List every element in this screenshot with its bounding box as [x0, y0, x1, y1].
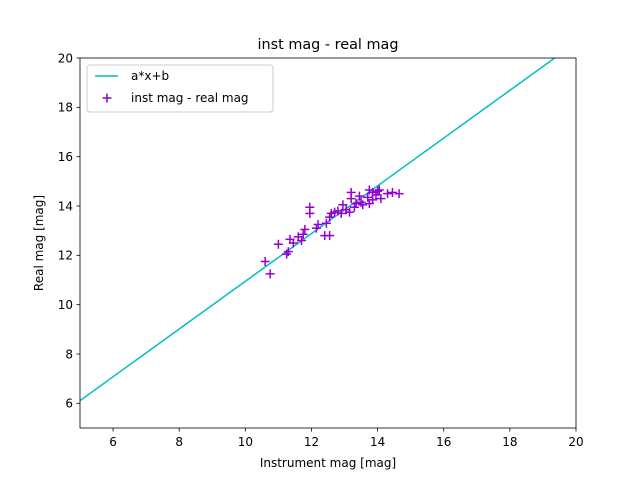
x-axis-label: Instrument mag [mag] — [260, 456, 396, 470]
data-point — [373, 186, 383, 196]
y-tick-label: 16 — [58, 150, 73, 164]
x-tick-label: 6 — [109, 435, 117, 449]
data-point — [368, 195, 378, 205]
data-point — [305, 208, 315, 218]
data-point — [387, 187, 397, 197]
x-tick-label: 18 — [502, 435, 517, 449]
y-tick-label: 14 — [58, 199, 73, 213]
data-point — [298, 229, 308, 239]
y-tick-label: 12 — [58, 249, 73, 263]
data-point — [313, 220, 323, 229]
x-tick-label: 14 — [370, 435, 385, 449]
data-point — [376, 194, 386, 204]
data-point — [260, 257, 270, 266]
data-point — [354, 191, 364, 201]
x-tick-label: 8 — [175, 435, 183, 449]
data-point — [297, 236, 307, 246]
legend-plus-marker — [102, 93, 112, 103]
y-tick-label: 20 — [58, 51, 73, 65]
data-point — [325, 231, 335, 241]
data-point — [288, 238, 298, 248]
fit-line — [80, 58, 556, 402]
x-tick-label: 12 — [304, 435, 319, 449]
x-tick-label: 16 — [436, 435, 451, 449]
legend: a*x+b inst mag - real mag — [86, 64, 274, 113]
data-point — [336, 208, 346, 218]
y-tick-label: 6 — [65, 397, 73, 411]
y-axis-label: Real mag [mag] — [32, 195, 46, 291]
data-point — [358, 200, 368, 210]
data-point — [265, 269, 275, 279]
legend-series-label: inst mag - real mag — [131, 91, 249, 105]
y-tick-label: 8 — [65, 347, 73, 361]
x-tick-label: 20 — [568, 435, 583, 449]
y-axis-ticks: 6 8 10 12 14 16 18 20 — [58, 51, 80, 411]
legend-marker-swatch — [102, 93, 112, 103]
data-point — [383, 189, 393, 199]
data-point — [273, 239, 283, 249]
data-point — [344, 207, 354, 217]
chart-title: inst mag - real mag — [258, 37, 399, 53]
x-tick-label: 10 — [238, 435, 253, 449]
y-tick-label: 18 — [58, 101, 73, 115]
legend-box — [86, 64, 274, 113]
plot-area: 6 8 10 12 14 16 18 20 6 8 10 12 14 16 18 20 — [58, 51, 584, 449]
data-point — [394, 189, 404, 199]
plot-frame — [79, 57, 577, 429]
x-axis-ticks: 6 8 10 12 14 16 18 20 — [109, 428, 584, 449]
data-point — [338, 200, 348, 210]
legend-fit-line-label: a*x+b — [131, 69, 169, 83]
y-tick-label: 10 — [58, 298, 73, 312]
data-point — [363, 192, 373, 202]
data-point — [283, 247, 293, 257]
data-point — [374, 185, 384, 195]
data-point — [321, 218, 331, 228]
data-point — [351, 199, 361, 209]
data-point — [346, 187, 356, 197]
data-point — [300, 224, 310, 234]
